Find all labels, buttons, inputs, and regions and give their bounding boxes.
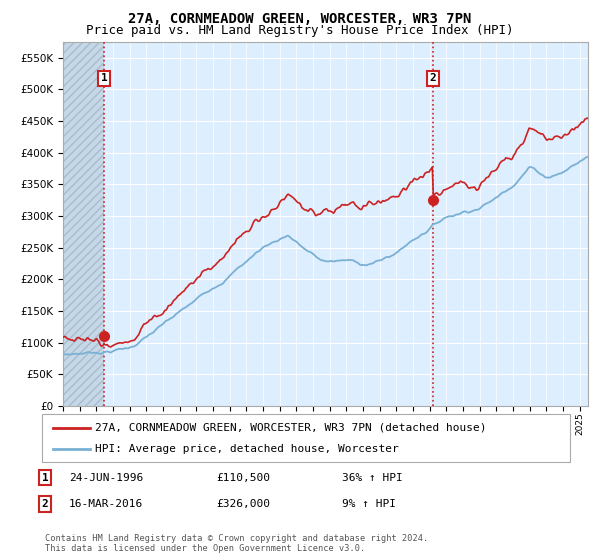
Text: 27A, CORNMEADOW GREEN, WORCESTER, WR3 7PN (detached house): 27A, CORNMEADOW GREEN, WORCESTER, WR3 7P… [95, 423, 487, 433]
Text: Contains HM Land Registry data © Crown copyright and database right 2024.
This d: Contains HM Land Registry data © Crown c… [45, 534, 428, 553]
Text: Price paid vs. HM Land Registry's House Price Index (HPI): Price paid vs. HM Land Registry's House … [86, 24, 514, 36]
Text: 16-MAR-2016: 16-MAR-2016 [69, 499, 143, 509]
Text: 9% ↑ HPI: 9% ↑ HPI [342, 499, 396, 509]
Text: £326,000: £326,000 [216, 499, 270, 509]
Text: HPI: Average price, detached house, Worcester: HPI: Average price, detached house, Worc… [95, 444, 398, 454]
Text: 36% ↑ HPI: 36% ↑ HPI [342, 473, 403, 483]
Text: 1: 1 [101, 73, 108, 83]
Text: 1: 1 [41, 473, 49, 483]
Text: 2: 2 [41, 499, 49, 509]
Text: £110,500: £110,500 [216, 473, 270, 483]
Bar [63, 42, 104, 406]
Text: 2: 2 [430, 73, 437, 83]
Text: 27A, CORNMEADOW GREEN, WORCESTER, WR3 7PN: 27A, CORNMEADOW GREEN, WORCESTER, WR3 7P… [128, 12, 472, 26]
Text: 24-JUN-1996: 24-JUN-1996 [69, 473, 143, 483]
FancyBboxPatch shape [42, 414, 570, 462]
